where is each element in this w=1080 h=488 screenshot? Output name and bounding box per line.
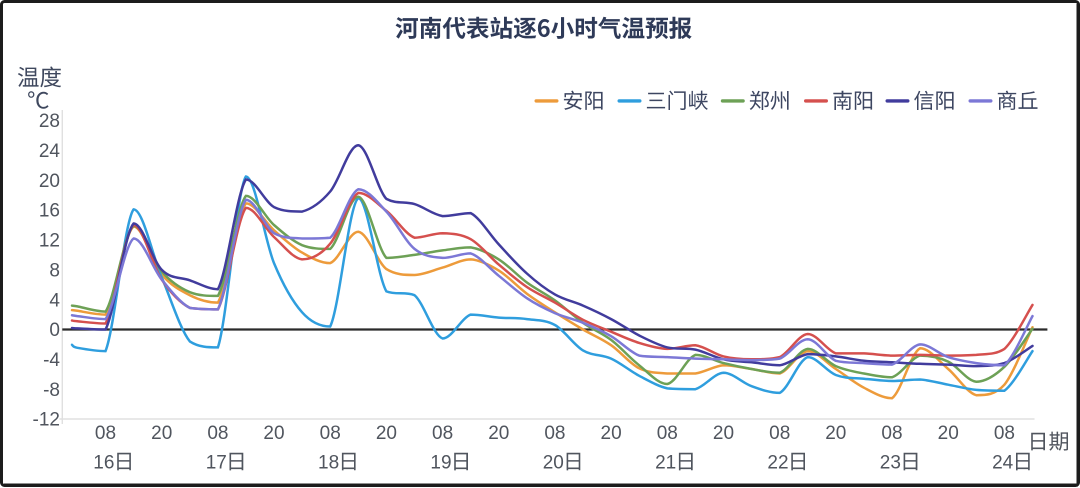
svg-text:-4: -4 xyxy=(43,350,60,371)
svg-text:20: 20 xyxy=(376,423,397,444)
svg-text:20: 20 xyxy=(543,453,564,474)
svg-text:-8: -8 xyxy=(43,380,60,401)
svg-text:20: 20 xyxy=(825,423,846,444)
svg-text:08: 08 xyxy=(544,423,565,444)
svg-text:23: 23 xyxy=(880,453,901,474)
svg-text:21: 21 xyxy=(655,453,676,474)
svg-text:16: 16 xyxy=(39,201,60,222)
svg-text:08: 08 xyxy=(881,423,902,444)
svg-text:20: 20 xyxy=(601,423,622,444)
svg-text:08: 08 xyxy=(994,423,1015,444)
svg-text:-12: -12 xyxy=(33,410,60,431)
svg-text:17: 17 xyxy=(206,453,227,474)
svg-text:24: 24 xyxy=(992,453,1014,474)
svg-text:20: 20 xyxy=(713,423,734,444)
svg-text:18: 18 xyxy=(318,453,339,474)
svg-text:08: 08 xyxy=(657,423,678,444)
svg-text:08: 08 xyxy=(432,423,453,444)
svg-text:20: 20 xyxy=(151,423,172,444)
svg-text:22: 22 xyxy=(767,453,788,474)
svg-text:4: 4 xyxy=(49,290,60,311)
svg-text:20: 20 xyxy=(938,423,959,444)
svg-text:19: 19 xyxy=(430,453,451,474)
svg-text:20: 20 xyxy=(488,423,509,444)
svg-text:8: 8 xyxy=(49,260,60,281)
svg-text:08: 08 xyxy=(207,423,228,444)
svg-text:12: 12 xyxy=(39,231,60,252)
svg-text:0: 0 xyxy=(49,320,60,341)
svg-text:08: 08 xyxy=(320,423,341,444)
svg-text:28: 28 xyxy=(39,111,60,132)
svg-text:20: 20 xyxy=(39,171,60,192)
svg-text:08: 08 xyxy=(95,423,116,444)
svg-text:16: 16 xyxy=(93,453,114,474)
svg-text:24: 24 xyxy=(39,141,61,162)
svg-text:08: 08 xyxy=(769,423,790,444)
svg-text:20: 20 xyxy=(263,423,284,444)
